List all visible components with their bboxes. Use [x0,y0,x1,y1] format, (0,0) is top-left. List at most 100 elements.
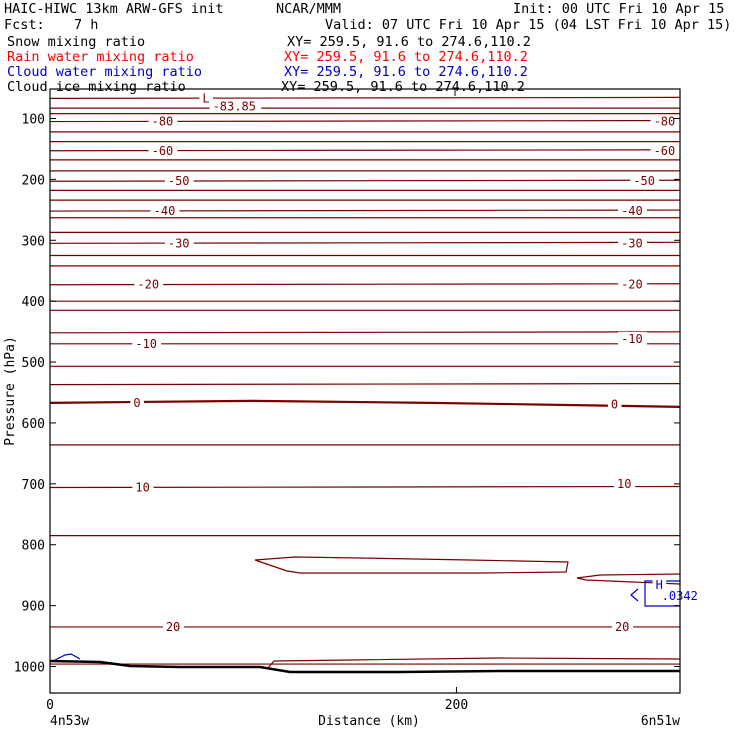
y-tick-label: 200 [22,173,45,188]
fcst-value: 7 h [74,17,99,33]
contour-label: -60 [654,144,676,158]
contour-label-background [132,336,162,350]
contour-label-background [130,395,144,409]
contour-line [49,209,681,212]
contour-line [49,331,681,334]
contour-label: -10 [135,337,157,351]
field-name-cloud-water: Cloud water mixing ratio [7,64,203,80]
contour-label-background [607,397,622,411]
cloud-water-contour-left [54,653,81,661]
contour-label-background [164,236,194,250]
contour-label-background [134,277,164,291]
y-tick-label: 100 [22,113,45,128]
y-tick-label: 800 [22,539,45,554]
contour-label: 0 [133,396,140,410]
contour-label: -20 [137,278,159,292]
contour-label-background [611,619,634,633]
x-tick-label: 0 [46,698,54,713]
contour-label-background [132,480,154,494]
field-xy-snow: XY= 259.5, 91.6 to 274.6,110.2 [287,34,531,50]
y-tick-label: 900 [22,600,45,615]
field-name-cloud-ice: Cloud ice mixing ratio [7,79,186,95]
x-endpoint-left: 4n53w [50,714,89,729]
field-name-snow: Snow mixing ratio [7,34,146,50]
y-tick-label: 1000 [14,661,45,676]
contour-label: -30 [168,236,190,250]
field-xy-cloud-ice: XY= 259.5, 91.6 to 274.6,110.2 [281,79,525,95]
contour-label: L [202,91,209,105]
y-axis-label: Pressure (hPa) [3,336,18,446]
contour-label: 20 [615,620,629,634]
y-tick-label: 300 [22,234,45,249]
contour-label-background [630,174,660,188]
contour-line [49,399,681,408]
contour-label: -40 [621,204,643,218]
contour-label: -20 [621,278,643,292]
contour-label: -30 [621,236,643,250]
contour-label: 0 [611,398,618,412]
contour-label-background [650,143,680,157]
contour-label-background [658,588,703,602]
contour-label-background [209,99,262,113]
contour-label: -80 [654,115,676,129]
contour-label: -50 [168,174,190,188]
terrain-surface-line [49,659,680,674]
field-xy-cloud-water: XY= 259.5, 91.6 to 274.6,110.2 [284,64,528,80]
contour-features [49,89,681,674]
init-time: Init: 00 UTC Fri 10 Apr 15 [513,1,725,17]
contour-line [49,241,681,244]
contour-line [49,96,681,100]
contour-label: 10 [617,477,631,491]
contour-label-background [618,236,647,250]
model-title: HAIC-HIWC 13km ARW-GFS init [4,1,224,17]
contour-labels: -80 -80 -60 -60 -50 -50 -40 -40 -30 -30 -20 -20 -10 -… [130,91,703,634]
closed-contour-midlevel [254,556,569,574]
contour-label-background [150,204,180,218]
contour-line [49,119,681,123]
open-contour-right [576,573,681,585]
contour-line [49,149,681,152]
y-tick-label: 600 [22,417,45,432]
contour-label: -60 [152,144,174,158]
contour-label-background [164,174,194,188]
contour-label: -83.85 [213,99,256,113]
contour-line [49,382,681,386]
contour-label-background [618,277,647,291]
contour-label: 20 [166,620,180,634]
y-tick-label: 400 [22,295,45,310]
x-endpoint-right: 6n51w [641,714,680,729]
surface-contour-near [267,657,681,669]
contour-label-background [148,143,178,157]
contour-label-background [614,476,636,490]
contour-label-background [652,577,667,591]
valid-time: Valid: 07 UTC Fri 10 Apr 15 (04 LST Fri … [325,17,732,33]
org-label: NCAR/MMM [276,1,342,17]
contour-label: -10 [621,332,643,346]
contour-label: -80 [152,115,174,129]
contour-line [49,179,681,182]
field-xy-rain: XY= 259.5, 91.6 to 274.6,110.2 [284,49,528,65]
contour-label-background [162,619,185,633]
contour-label-background [618,204,647,218]
contour-label: 10 [135,480,149,494]
contour-label: -40 [154,204,176,218]
x-axis-label: Distance (km) [318,714,420,729]
contour-label-background [650,114,680,128]
contour-label: -50 [633,174,655,188]
contour-line [49,485,681,489]
plot-frame [49,88,681,694]
contour-label: H [656,578,663,592]
field-name-rain: Rain water mixing ratio [7,49,194,65]
y-tick-label: 500 [22,356,45,371]
y-tick-label: 700 [22,478,45,493]
contour-label-background [618,331,647,345]
contour-lines [49,96,681,665]
contour-label-background [199,91,214,105]
contour-label-background [148,114,178,128]
cloud-water-bracket [630,588,639,602]
x-tick-label: 200 [445,698,468,713]
fcst-label: Fcst: [4,17,45,33]
